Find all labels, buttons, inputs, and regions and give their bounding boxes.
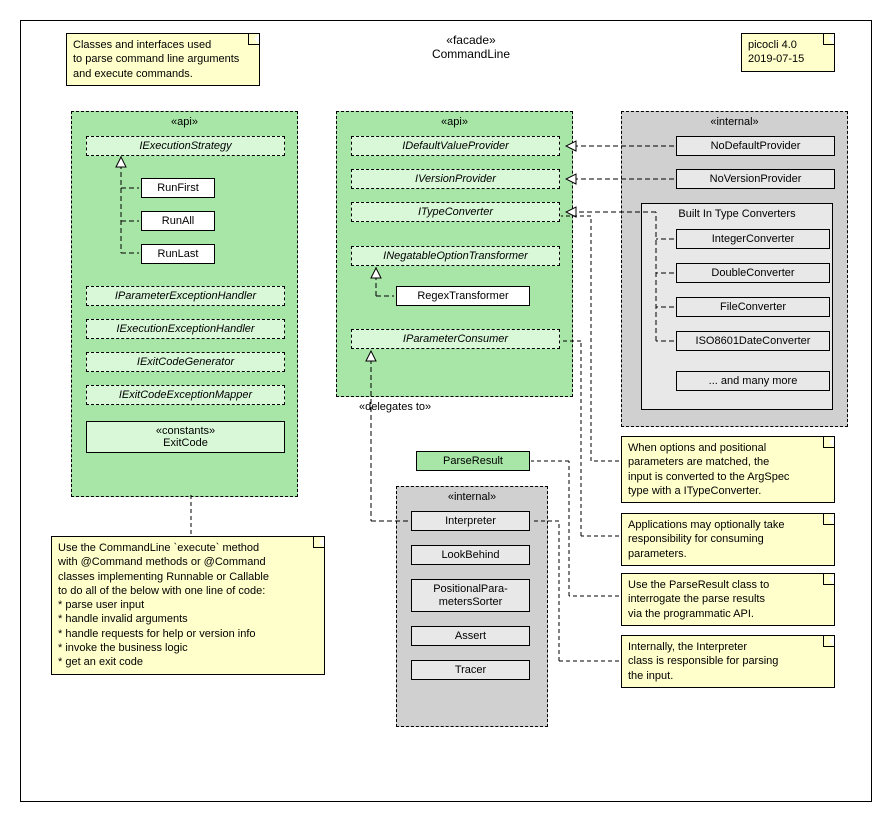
delegates-label: «delegates to» bbox=[359, 401, 431, 413]
version-note: picocli 4.0 2019-07-15 bbox=[741, 33, 835, 72]
right-pkg-title: «internal» bbox=[622, 116, 847, 128]
no-version-provider: NoVersionProvider bbox=[676, 169, 835, 189]
iparameter-consumer: IParameterConsumer bbox=[351, 329, 560, 349]
parse-result: ParseResult bbox=[416, 451, 530, 471]
run-first: RunFirst bbox=[141, 178, 215, 198]
file-converter: FileConverter bbox=[676, 297, 830, 317]
run-all: RunAll bbox=[141, 211, 215, 231]
diagram-canvas: «facade» CommandLine Classes and interfa… bbox=[20, 20, 872, 802]
assert: Assert bbox=[411, 626, 530, 646]
facade-title: CommandLine bbox=[381, 47, 561, 61]
mid-pkg-title: «api» bbox=[337, 116, 572, 128]
left-pkg-title: «api» bbox=[72, 116, 297, 128]
tracer: Tracer bbox=[411, 660, 530, 680]
param-consumer-note: Applications may optionally take respons… bbox=[621, 513, 835, 566]
integer-converter: IntegerConverter bbox=[676, 229, 830, 249]
inegatable-option-transformer: INegatableOptionTransformer bbox=[351, 246, 560, 266]
many-more: ... and many more bbox=[676, 371, 830, 391]
iexec-exception-handler: IExecutionExceptionHandler bbox=[86, 319, 285, 339]
interpreter-note: Internally, the Interpreter class is res… bbox=[621, 635, 835, 688]
no-default-provider: NoDefaultProvider bbox=[676, 136, 835, 156]
exit-code-label: ExitCode bbox=[87, 437, 284, 449]
regex-transformer: RegexTransformer bbox=[396, 286, 530, 306]
iexecution-strategy: IExecutionStrategy bbox=[86, 136, 285, 156]
iexit-code-generator: IExitCodeGenerator bbox=[86, 352, 285, 372]
positional-param-sorter: PositionalPara- metersSorter bbox=[411, 579, 530, 612]
exit-code-stereo: «constants» bbox=[87, 425, 284, 437]
iversion-provider: IVersionProvider bbox=[351, 169, 560, 189]
run-last: RunLast bbox=[141, 244, 215, 264]
itype-converter: ITypeConverter bbox=[351, 202, 560, 222]
iparam-exception-handler: IParameterExceptionHandler bbox=[86, 286, 285, 306]
exit-code-box: «constants» ExitCode bbox=[86, 421, 285, 453]
bot-pkg-title: «internal» bbox=[397, 491, 547, 503]
intro-note: Classes and interfaces used to parse com… bbox=[66, 33, 260, 86]
parse-result-note: Use the ParseResult class to interrogate… bbox=[621, 573, 835, 626]
double-converter: DoubleConverter bbox=[676, 263, 830, 283]
builtin-title: Built In Type Converters bbox=[642, 204, 832, 224]
type-converter-note: When options and positional parameters a… bbox=[621, 436, 835, 503]
look-behind: LookBehind bbox=[411, 545, 530, 565]
interpreter: Interpreter bbox=[411, 511, 530, 531]
version-line1: picocli 4.0 bbox=[748, 38, 828, 52]
idefault-value-provider: IDefaultValueProvider bbox=[351, 136, 560, 156]
facade-header: «facade» CommandLine bbox=[381, 33, 561, 61]
execute-note: Use the CommandLine `execute` method wit… bbox=[51, 536, 325, 675]
iexit-code-exception-mapper: IExitCodeExceptionMapper bbox=[86, 385, 285, 405]
facade-stereotype: «facade» bbox=[381, 33, 561, 47]
iso8601-date-converter: ISO8601DateConverter bbox=[676, 331, 830, 351]
version-line2: 2019-07-15 bbox=[748, 52, 828, 66]
